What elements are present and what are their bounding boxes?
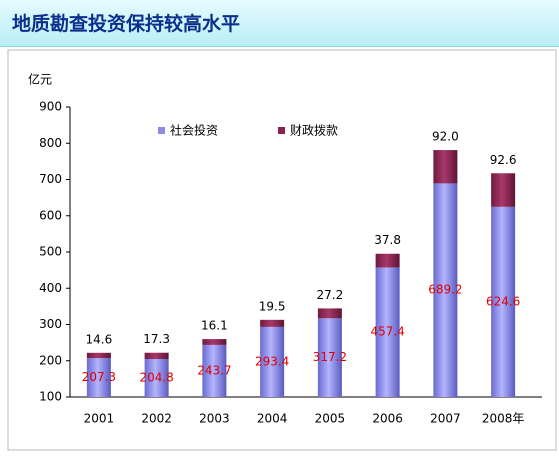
x-tick-label: 2005 <box>315 412 346 426</box>
y-tick-label: 300 <box>39 317 62 331</box>
y-tick-label: 700 <box>39 172 62 186</box>
x-tick-label: 2002 <box>141 412 172 426</box>
legend-label: 财政拨款 <box>290 124 338 138</box>
value-label: 27.2 <box>317 288 344 302</box>
bar <box>491 173 516 207</box>
value-label: 204.8 <box>139 371 173 385</box>
bar <box>86 358 111 397</box>
bar <box>317 308 342 319</box>
bar <box>260 326 285 397</box>
x-tick-label: 2001 <box>84 412 115 426</box>
frame <box>7 49 557 451</box>
bar <box>317 318 342 397</box>
header: 地质勘查投资保持较高水平 <box>0 0 559 47</box>
bar <box>375 267 400 397</box>
value-label: 92.6 <box>490 153 517 167</box>
y-tick-label: 400 <box>39 281 62 295</box>
legend-swatch <box>158 127 165 134</box>
legend-box <box>132 118 382 146</box>
value-label: 92.0 <box>432 130 459 144</box>
bar <box>260 319 285 327</box>
y-tick-label: 200 <box>39 353 62 367</box>
x-tick-label: 2007 <box>430 412 461 426</box>
bar <box>433 150 458 184</box>
y-tick-label: 900 <box>39 100 62 114</box>
value-label: 293.4 <box>255 354 289 368</box>
value-label: 317.2 <box>313 350 347 364</box>
bar <box>144 352 169 360</box>
legend-label: 社会投资 <box>170 123 218 138</box>
bar <box>375 253 400 268</box>
y-tick-label: 600 <box>39 208 62 222</box>
y-tick-label: 800 <box>39 136 62 150</box>
x-tick-label: 2004 <box>257 412 288 426</box>
value-label: 16.1 <box>201 319 228 333</box>
x-tick-label: 2008年 <box>482 412 525 426</box>
chart-title: 地质勘查投资保持较高水平 <box>12 13 241 35</box>
value-label: 243.7 <box>197 363 231 377</box>
value-label: 19.5 <box>259 299 286 313</box>
bar <box>491 206 516 397</box>
value-label: 37.8 <box>374 233 401 247</box>
x-tick-label: 2003 <box>199 412 230 426</box>
y-tick-label: 100 <box>39 390 62 404</box>
bar <box>144 359 169 397</box>
bar <box>202 339 227 345</box>
legend-swatch <box>278 127 285 134</box>
y-tick-label: 500 <box>39 245 62 259</box>
value-label: 457.4 <box>370 325 404 339</box>
value-label: 17.3 <box>143 332 170 346</box>
y-axis-label: 亿元 <box>28 72 52 87</box>
value-label: 207.3 <box>82 370 116 384</box>
bar <box>433 183 458 397</box>
value-label: 624.6 <box>486 294 520 308</box>
value-label: 14.6 <box>86 332 113 346</box>
bar <box>86 352 111 359</box>
bar <box>202 344 227 397</box>
x-tick-label: 2006 <box>372 412 403 426</box>
value-label: 689.2 <box>428 283 462 297</box>
